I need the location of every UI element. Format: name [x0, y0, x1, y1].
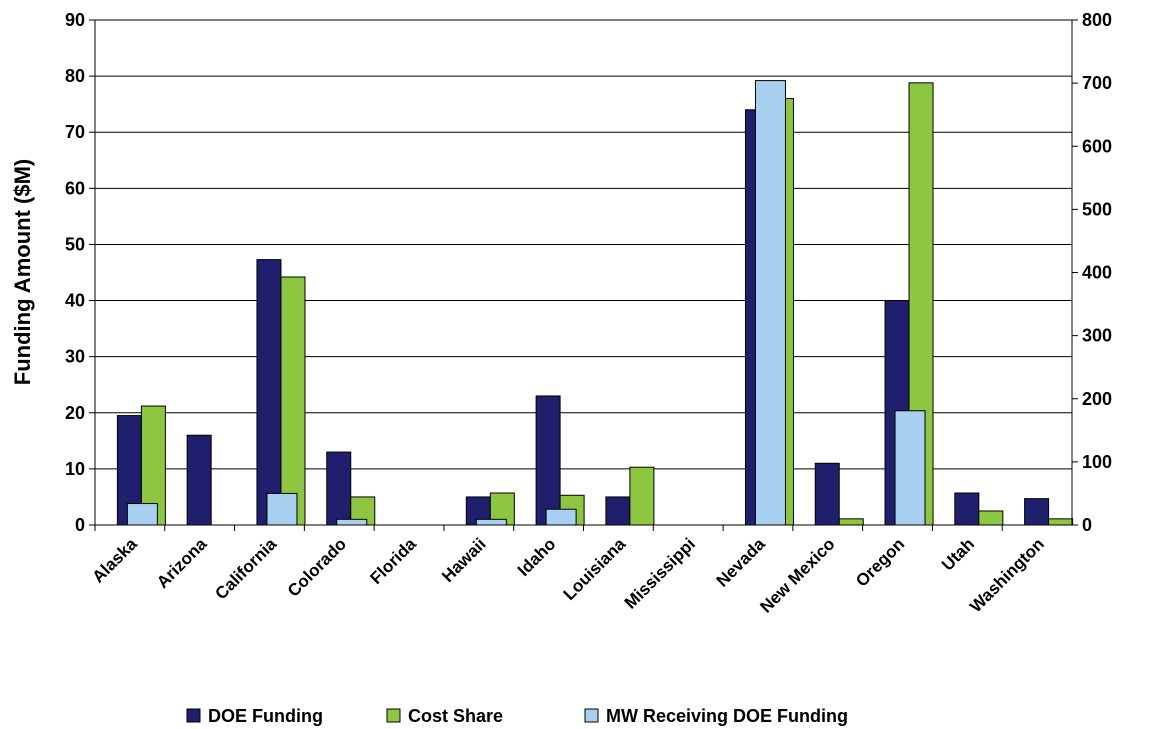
- y-tick-label: 50: [65, 234, 85, 254]
- y2-tick-label: 0: [1082, 515, 1092, 535]
- y-tick-label: 0: [75, 515, 85, 535]
- legend-swatch: [186, 708, 201, 723]
- bar: [814, 462, 840, 526]
- x-tick-label: Washington: [966, 534, 1048, 616]
- bar: [605, 496, 631, 526]
- y-axis-label: Funding Amount ($M): [10, 159, 35, 385]
- bar: [754, 80, 786, 526]
- bar: [186, 434, 212, 526]
- legend-swatch: [386, 708, 401, 723]
- bar: [126, 503, 158, 526]
- bar: [978, 510, 1004, 526]
- x-tick-label: California: [211, 534, 280, 603]
- bar: [326, 451, 352, 526]
- y2-tick-label: 800: [1082, 10, 1112, 30]
- bar: [954, 492, 980, 526]
- y-tick-label: 10: [65, 459, 85, 479]
- y-tick-label: 70: [65, 122, 85, 142]
- y2-tick-label: 200: [1082, 389, 1112, 409]
- legend-swatch: [584, 708, 599, 723]
- bar: [336, 518, 368, 526]
- x-tick-label: Hawaii: [438, 534, 490, 586]
- y-tick-label: 90: [65, 10, 85, 30]
- bar: [475, 518, 507, 526]
- y2-tick-label: 400: [1082, 263, 1112, 283]
- y2-tick-label: 500: [1082, 199, 1112, 219]
- y-tick-label: 30: [65, 347, 85, 367]
- bar: [256, 259, 282, 526]
- bar: [535, 395, 561, 526]
- x-tick-label: Arizona: [153, 534, 211, 592]
- bar: [545, 508, 577, 526]
- legend-label: Cost Share: [408, 706, 503, 726]
- bar: [894, 410, 926, 526]
- y2-tick-label: 600: [1082, 136, 1112, 156]
- y-tick-label: 80: [65, 66, 85, 86]
- y-tick-label: 40: [65, 291, 85, 311]
- x-tick-label: Utah: [938, 534, 978, 574]
- y-tick-label: 20: [65, 403, 85, 423]
- y2-tick-label: 700: [1082, 73, 1112, 93]
- x-tick-label: New Mexico: [756, 534, 838, 616]
- bar: [266, 492, 298, 526]
- x-tick-label: Mississippi: [621, 534, 699, 612]
- bar: [629, 466, 655, 526]
- x-tick-label: Oregon: [852, 534, 908, 590]
- x-tick-label: Alaska: [89, 534, 142, 587]
- y2-tick-label: 100: [1082, 452, 1112, 472]
- x-tick-label: Idaho: [514, 534, 559, 579]
- x-tick-label: Louisiana: [560, 534, 630, 604]
- x-tick-label: Florida: [366, 534, 420, 588]
- bar: [838, 518, 864, 526]
- x-tick-label: Nevada: [713, 534, 770, 591]
- x-tick-label: Colorado: [284, 534, 350, 600]
- y-tick-label: 60: [65, 178, 85, 198]
- y2-tick-label: 300: [1082, 326, 1112, 346]
- bar: [1048, 518, 1074, 526]
- bar: [1024, 498, 1050, 526]
- bar: [280, 276, 306, 526]
- legend-label: DOE Funding: [208, 706, 323, 726]
- legend-label: MW Receiving DOE Funding: [606, 706, 848, 726]
